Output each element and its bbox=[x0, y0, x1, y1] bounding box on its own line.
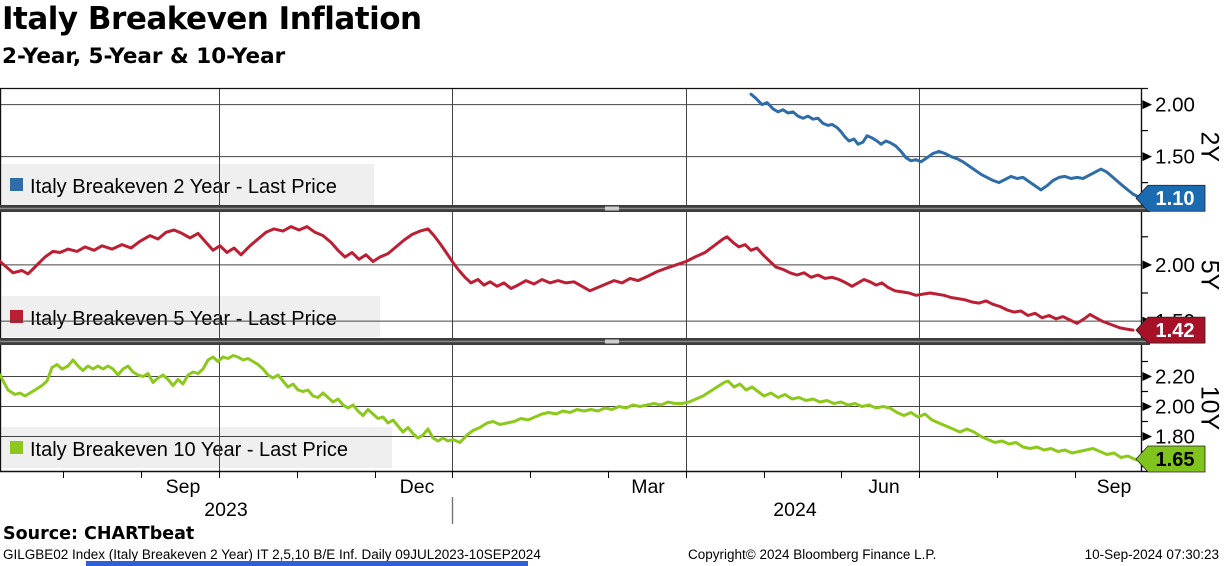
y-tick-label: 2.20 bbox=[1155, 366, 1195, 389]
y-tick-label: 2.00 bbox=[1155, 396, 1195, 419]
panel-resize-handle[interactable] bbox=[0, 338, 1150, 345]
bottom-selection-bar bbox=[86, 561, 528, 566]
y-tick-arrow-icon bbox=[1142, 432, 1152, 441]
y-tick-label: 1.80 bbox=[1155, 426, 1195, 449]
x-year-label: 2023 bbox=[204, 499, 247, 521]
price-badge-value: 1.65 bbox=[1156, 449, 1195, 471]
price-badge-value: 1.42 bbox=[1156, 320, 1195, 342]
price-badge-shape bbox=[1135, 445, 1206, 473]
series-line-10y bbox=[0, 354, 1142, 462]
price-badge-shape bbox=[1135, 316, 1206, 344]
y-tick-arrow-icon bbox=[1142, 152, 1152, 162]
legend-swatch-icon bbox=[10, 178, 23, 191]
legend-swatch-icon bbox=[10, 310, 23, 323]
legend-background bbox=[2, 164, 374, 205]
price-badge-shape bbox=[1135, 184, 1206, 212]
chart-subtitle: 2-Year, 5-Year & 10-Year bbox=[2, 44, 286, 69]
ticker-info: GILGBE02 Index (Italy Breakeven 2 Year) … bbox=[3, 547, 541, 562]
timestamp: 10-Sep-2024 07:30:23 bbox=[1084, 547, 1219, 562]
price-badge-value: 1.10 bbox=[1156, 188, 1195, 210]
legend-background bbox=[2, 427, 392, 468]
y-tick-arrow-icon bbox=[1142, 260, 1152, 270]
divider-groove bbox=[0, 340, 1150, 343]
x-year-label: 2024 bbox=[773, 499, 817, 521]
series-line-2y bbox=[749, 92, 1143, 199]
x-month-label: Mar bbox=[631, 476, 665, 498]
divider-grip-icon bbox=[605, 206, 619, 211]
panel-axis-label-2y: 2Y bbox=[1195, 131, 1223, 162]
panel-resize-handle[interactable] bbox=[0, 205, 1150, 212]
x-month-label: Jun bbox=[868, 476, 899, 498]
x-month-label: Sep bbox=[166, 476, 201, 498]
x-month-label: Dec bbox=[400, 476, 435, 498]
legend-background bbox=[2, 296, 380, 337]
legend-label: Italy Breakeven 5 Year - Last Price bbox=[30, 308, 337, 330]
panel-axis-label-5y: 5Y bbox=[1195, 260, 1223, 291]
y-tick-arrow-icon bbox=[1142, 372, 1152, 381]
y-tick-label: 2.00 bbox=[1155, 254, 1195, 277]
legend-label: Italy Breakeven 10 Year - Last Price bbox=[30, 439, 348, 461]
series-line-5y bbox=[0, 225, 1135, 332]
chart-title: Italy Breakeven Inflation bbox=[2, 1, 422, 37]
panel-axis-label-10y: 10Y bbox=[1195, 386, 1223, 431]
divider-groove bbox=[0, 207, 1150, 210]
legend-box-2y[interactable]: Italy Breakeven 2 Year - Last Price bbox=[2, 164, 374, 205]
y-tick-arrow-icon bbox=[1142, 100, 1152, 110]
x-month-label: Sep bbox=[1097, 476, 1132, 498]
source-label: Source: CHARTbeat bbox=[3, 524, 195, 544]
price-badge-2y: 1.10 bbox=[1135, 184, 1206, 212]
y-tick-label: 2.00 bbox=[1155, 94, 1195, 117]
y-tick-label: 1.50 bbox=[1155, 146, 1195, 169]
price-badge-10y: 1.65 bbox=[1135, 445, 1206, 473]
legend-swatch-icon bbox=[10, 441, 23, 454]
price-badge-5y: 1.42 bbox=[1135, 316, 1206, 344]
legend-box-5y[interactable]: Italy Breakeven 5 Year - Last Price bbox=[2, 296, 380, 337]
legend-box-10y[interactable]: Italy Breakeven 10 Year - Last Price bbox=[2, 427, 392, 468]
y-tick-arrow-icon bbox=[1142, 402, 1152, 411]
copyright-notice: Copyright© 2024 Bloomberg Finance L.P. bbox=[688, 547, 937, 562]
divider-grip-icon bbox=[605, 339, 619, 344]
legend-label: Italy Breakeven 2 Year - Last Price bbox=[30, 176, 337, 198]
